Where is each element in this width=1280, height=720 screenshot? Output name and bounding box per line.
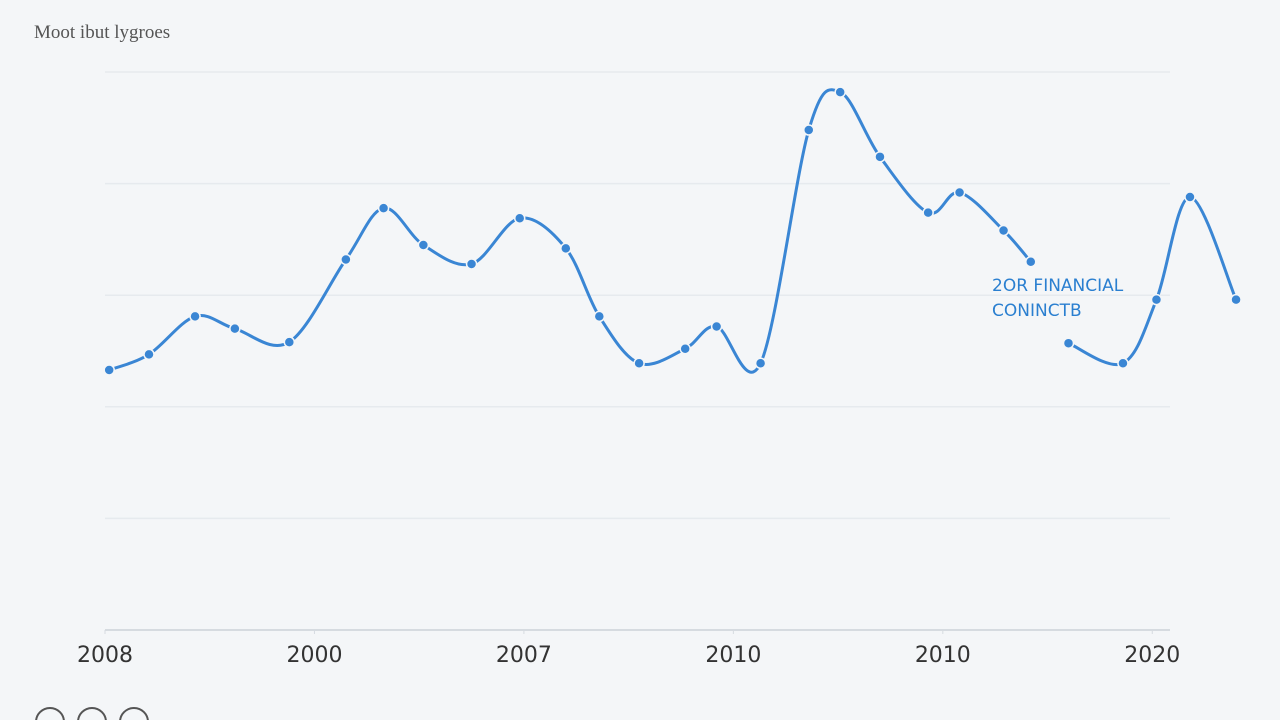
point — [465, 258, 478, 270]
line — [107, 88, 1238, 374]
x-tick-label: 2007 — [496, 643, 552, 668]
point — [229, 322, 241, 335]
point — [593, 310, 606, 323]
x-tick-label: 2010 — [705, 643, 761, 668]
point — [1230, 293, 1242, 306]
point — [710, 320, 723, 333]
x-tick-label: 2008 — [77, 643, 133, 668]
point — [1062, 337, 1075, 349]
point — [377, 202, 390, 214]
x-tick-label: 2000 — [286, 643, 342, 668]
x-tick-label: 2020 — [1124, 643, 1180, 668]
point — [103, 364, 115, 376]
point — [340, 253, 352, 266]
point — [997, 224, 1010, 237]
point — [1025, 255, 1037, 268]
point — [1184, 191, 1196, 203]
point — [283, 336, 296, 348]
point — [953, 186, 966, 199]
point — [143, 348, 155, 361]
point — [513, 212, 526, 224]
footer-icons — [35, 707, 149, 720]
point — [1117, 357, 1129, 370]
point — [189, 310, 201, 323]
point — [1150, 293, 1163, 306]
point — [803, 124, 815, 136]
chart-subtitle: Moot ibut lygroes — [34, 22, 170, 43]
annotation: 2OR FINANCIAL — [992, 276, 1124, 296]
point — [922, 206, 934, 219]
annotation: CONINCTB — [992, 301, 1082, 321]
point — [874, 151, 886, 163]
point — [417, 239, 430, 251]
point — [679, 343, 691, 355]
x-tick-label: 2010 — [915, 643, 971, 668]
point — [754, 357, 767, 370]
point — [834, 86, 846, 98]
point — [633, 357, 645, 370]
point — [560, 242, 572, 255]
